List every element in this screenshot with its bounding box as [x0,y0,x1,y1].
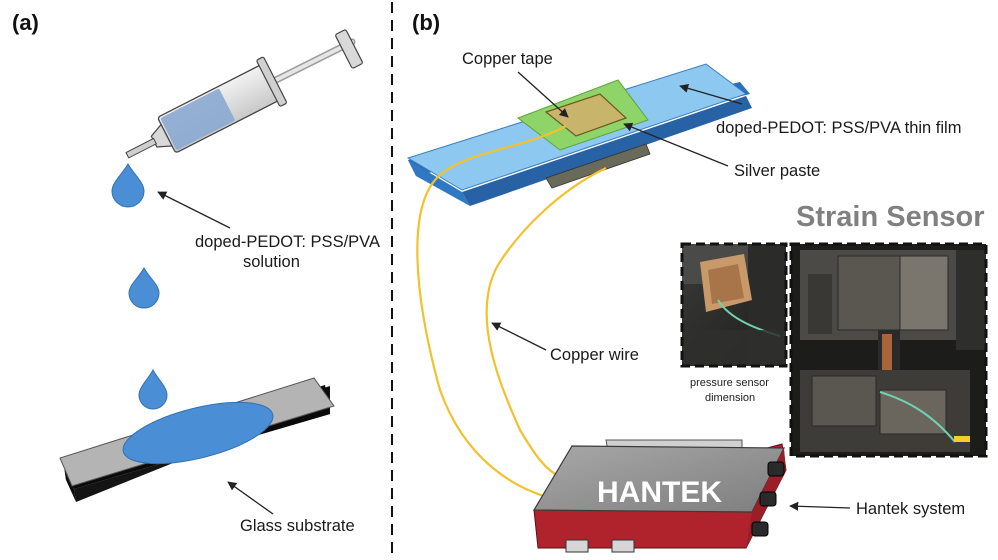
hantek-device [532,439,787,553]
syringe-illustration [125,29,363,159]
copper-wire-right [485,167,607,479]
strain-sensor-title: Strain Sensor [796,201,985,233]
copper-tape-area [544,93,628,137]
droplet-3 [138,368,168,410]
solution-pointer-arrow [157,191,231,229]
copper-wire-label: Copper wire [550,346,639,364]
pressure-sensor-photo [680,242,788,368]
glass-substrate [59,377,335,502]
copper-tape-label: Copper tape [462,50,553,68]
glass-substrate-label: Glass substrate [240,517,355,535]
silver-paste-pointer [623,122,729,167]
strain-sensor-photo [789,242,988,458]
hantek-brand-text: HANTEK [597,476,722,509]
sensor-slide [406,63,752,206]
solution-label-line1: doped-PEDOT: PSS/PVA [195,233,380,251]
droplet-2 [128,266,160,309]
silver-paste-label: Silver paste [734,162,820,180]
substrate-pointer-arrow [227,481,274,515]
copper-wire-left [416,125,567,502]
droplet-1 [111,162,145,208]
photo-caption-line1: pressure sensor [690,377,769,389]
panel-b-label: (b) [412,10,440,35]
solution-label-line2: solution [243,253,300,271]
hantek-system-label: Hantek system [856,500,965,518]
hantek-pointer [789,501,851,511]
thin-film-label: doped-PEDOT: PSS/PVA thin film [716,119,961,137]
copper-wire-pointer [491,322,547,351]
panel-a-label: (a) [12,10,39,35]
photo-caption-line2: dimension [705,392,755,404]
copper-tape-pointer [517,71,569,118]
solution-film-puddle [122,401,274,465]
thin-film-pointer [679,83,743,105]
